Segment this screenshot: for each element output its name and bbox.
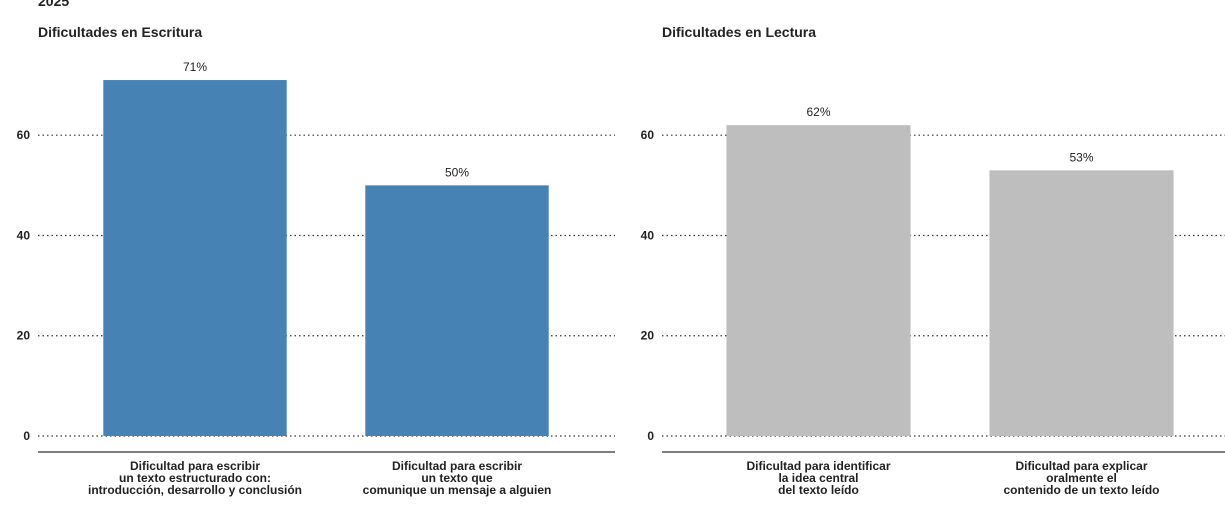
- value-label: 62%: [806, 105, 830, 119]
- y-tick-label: 60: [17, 128, 31, 142]
- x-tick-label: Dificultad para identificar la idea centr…: [746, 459, 890, 497]
- y-tick-label: 40: [641, 228, 655, 242]
- y-tick-label: 0: [23, 429, 30, 443]
- chart-title: Dificultades en Escritura: [38, 24, 202, 40]
- y-tick-label: 20: [17, 329, 31, 343]
- bar: [989, 170, 1174, 436]
- y-tick-label: 20: [641, 329, 655, 343]
- bar: [365, 185, 549, 436]
- y-tick-label: 60: [641, 128, 655, 142]
- chart-title: Dificultades en Lectura: [662, 24, 816, 40]
- value-label: 71%: [183, 60, 207, 74]
- bar: [726, 125, 911, 436]
- x-tick-label: Dificultad para explicar oralmente el cont…: [1004, 459, 1160, 497]
- value-label: 50%: [445, 165, 469, 179]
- y-tick-label: 0: [647, 429, 654, 443]
- bar: [103, 80, 287, 436]
- y-tick-label: 40: [17, 228, 31, 242]
- x-tick-label: Dificultad para escribir un texto que comu…: [363, 459, 552, 497]
- caption: 2025: [38, 0, 69, 9]
- value-label: 53%: [1069, 150, 1093, 164]
- x-tick-label: Dificultad para escribir un texto estruct…: [88, 459, 302, 497]
